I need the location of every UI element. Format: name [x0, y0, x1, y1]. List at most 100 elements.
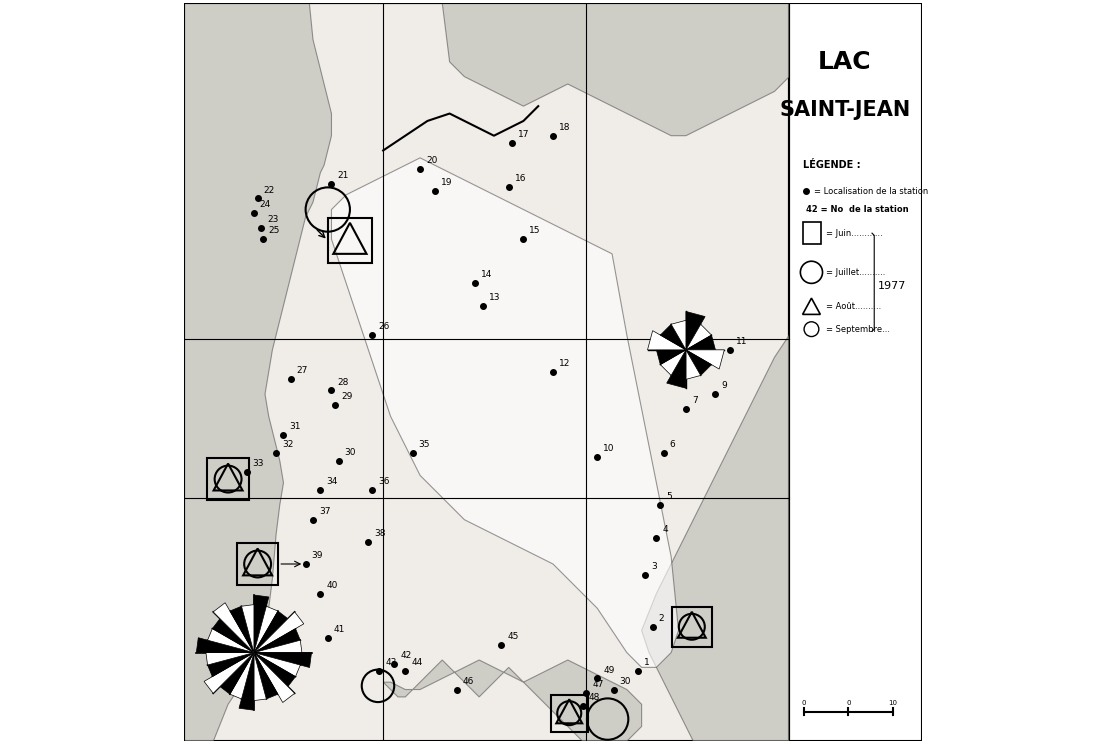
Text: 5: 5 [666, 492, 671, 501]
Text: 17: 17 [519, 130, 530, 139]
Polygon shape [254, 652, 294, 702]
Text: 31: 31 [290, 422, 301, 431]
Text: 44: 44 [411, 658, 422, 667]
Text: 46: 46 [463, 676, 474, 686]
Bar [237, 543, 279, 585]
Polygon shape [647, 330, 686, 350]
Polygon shape [254, 652, 278, 699]
Polygon shape [686, 350, 724, 369]
Text: 33: 33 [252, 459, 264, 468]
Text: 2: 2 [658, 614, 665, 623]
Text: 24: 24 [260, 200, 271, 209]
Text: = Juin............: = Juin............ [826, 228, 883, 237]
Polygon shape [254, 652, 312, 667]
Text: 22: 22 [263, 185, 274, 195]
Text: 47: 47 [592, 680, 604, 689]
Text: 41: 41 [334, 625, 345, 634]
Text: 29: 29 [341, 392, 353, 401]
Text: 13: 13 [489, 292, 500, 301]
Polygon shape [208, 652, 254, 676]
Text: 38: 38 [374, 529, 386, 538]
Text: 30: 30 [619, 676, 630, 686]
Text: 10: 10 [603, 444, 615, 453]
Text: 20: 20 [426, 156, 437, 165]
Polygon shape [254, 611, 288, 652]
Text: 8: 8 [707, 344, 712, 353]
Text: 7: 7 [692, 396, 698, 405]
Text: 49: 49 [603, 666, 615, 675]
Text: 32: 32 [282, 440, 293, 449]
Text: 3: 3 [651, 562, 657, 571]
Polygon shape [230, 652, 254, 699]
Polygon shape [206, 652, 254, 665]
Polygon shape [212, 619, 254, 652]
Polygon shape [230, 606, 254, 652]
Polygon shape [184, 3, 332, 741]
Text: 11: 11 [737, 337, 748, 346]
Text: 28: 28 [337, 377, 348, 387]
Bar [184, 3, 790, 741]
Text: 35: 35 [418, 440, 430, 449]
Polygon shape [220, 652, 254, 694]
Text: 42: 42 [400, 651, 411, 660]
Text: 1977: 1977 [878, 280, 906, 291]
Polygon shape [641, 335, 790, 741]
Text: 0: 0 [802, 700, 806, 706]
Bar [790, 3, 922, 741]
Polygon shape [442, 3, 790, 135]
Polygon shape [208, 629, 254, 652]
Text: 25: 25 [269, 226, 280, 235]
Text: 37: 37 [319, 507, 331, 516]
Polygon shape [332, 158, 679, 667]
Polygon shape [656, 350, 686, 365]
Text: 23: 23 [268, 215, 279, 224]
Text: 26: 26 [378, 322, 389, 331]
Text: 30: 30 [345, 448, 356, 457]
Polygon shape [686, 350, 701, 379]
Text: 34: 34 [326, 477, 337, 487]
Polygon shape [660, 324, 686, 350]
Text: 18: 18 [559, 123, 571, 132]
Text: LÉGENDE :: LÉGENDE : [803, 160, 860, 170]
Text: = Juillet..........: = Juillet.......... [826, 268, 886, 277]
Polygon shape [241, 605, 254, 652]
Polygon shape [213, 603, 254, 652]
Text: = Septembre...: = Septembre... [826, 324, 890, 333]
Text: 1: 1 [644, 658, 649, 667]
Polygon shape [254, 629, 301, 652]
Polygon shape [254, 606, 278, 652]
Text: 48: 48 [588, 693, 599, 702]
Polygon shape [667, 350, 686, 388]
Polygon shape [686, 350, 711, 376]
Bar [803, 222, 821, 244]
Text: 36: 36 [378, 477, 389, 487]
Polygon shape [197, 638, 254, 652]
Polygon shape [204, 652, 254, 693]
Polygon shape [686, 324, 711, 350]
Text: 40: 40 [326, 580, 337, 590]
Text: LAC: LAC [817, 50, 872, 74]
Text: 12: 12 [559, 359, 571, 368]
Bar [551, 695, 587, 731]
Text: 15: 15 [530, 226, 541, 235]
Text: 0: 0 [846, 700, 851, 706]
Polygon shape [686, 312, 706, 350]
Polygon shape [383, 660, 641, 741]
Text: 6: 6 [669, 440, 676, 449]
Polygon shape [254, 652, 267, 701]
Text: 45: 45 [508, 632, 519, 641]
Text: SAINT-JEAN: SAINT-JEAN [779, 100, 910, 120]
Text: 16: 16 [514, 175, 526, 184]
Text: 39: 39 [312, 551, 323, 560]
Text: 14: 14 [481, 271, 493, 280]
Polygon shape [239, 652, 254, 711]
Text: = Localisation de la station: = Localisation de la station [814, 187, 928, 196]
Polygon shape [254, 612, 304, 652]
Polygon shape [254, 652, 301, 676]
Text: 43: 43 [385, 658, 397, 667]
Text: = Août..........: = Août.......... [826, 302, 881, 311]
Polygon shape [671, 321, 686, 350]
Text: 42 = No  de la station: 42 = No de la station [806, 205, 909, 214]
Polygon shape [686, 335, 716, 350]
Polygon shape [254, 595, 269, 652]
